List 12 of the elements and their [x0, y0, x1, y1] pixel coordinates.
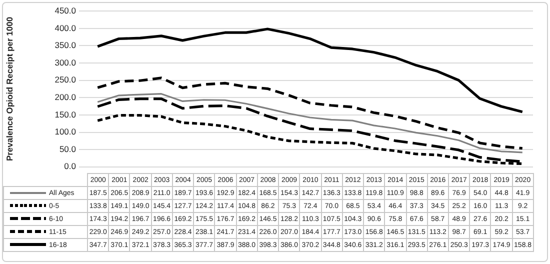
line-series: [96, 76, 524, 150]
y-tick-label: 250.0: [54, 74, 76, 85]
y-tick-label: 450.0: [54, 5, 76, 16]
y-tick-label: 100.0: [54, 126, 76, 137]
y-tick-label: 150.0: [54, 109, 76, 120]
y-axis-title: Prevalence Opioid Receipt per 1000: [4, 16, 14, 162]
y-tick-label: 200.0: [54, 92, 76, 102]
y-tick-label: 300.0: [54, 57, 76, 68]
y-tick-label: 0.0: [64, 161, 76, 172]
y-tick-label: 400.0: [54, 22, 76, 33]
y-tick-label: 50.0: [59, 144, 76, 154]
y-tick-label: 350.0: [54, 40, 76, 50]
